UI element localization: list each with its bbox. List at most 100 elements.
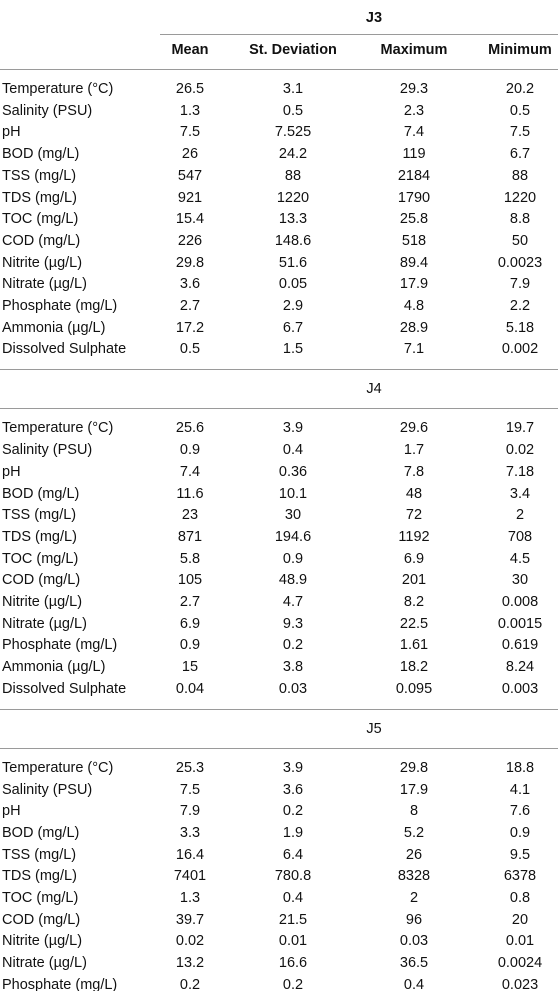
cell-value: 0.8	[509, 889, 531, 906]
cell-value: 2.7	[179, 593, 201, 610]
cell-value: 0.03	[399, 933, 429, 950]
row-label: TDS (mg/L)	[2, 528, 77, 545]
cell-value: 1790	[397, 189, 431, 206]
row-label: Nitrite (µg/L)	[2, 593, 83, 610]
cell-value: 0.003	[501, 680, 539, 697]
cell-value: 708	[507, 528, 533, 545]
cell-value: 15.4	[175, 210, 205, 227]
cell-value: 16.4	[175, 846, 205, 863]
cell-value: 0.5	[179, 341, 201, 358]
cell-value: 0.002	[501, 341, 539, 358]
cell-value: 0.2	[179, 976, 201, 991]
cell-value: 547	[177, 167, 203, 184]
cell-value: 11.6	[176, 485, 204, 502]
cell-value: 1192	[398, 528, 430, 545]
cell-value: 7.18	[505, 463, 535, 480]
cell-value: 20	[511, 911, 529, 928]
cell-value: 25.3	[175, 759, 205, 776]
rule	[0, 708, 558, 710]
cell-value: 0.9	[179, 441, 201, 458]
cell-value: 26	[405, 846, 423, 863]
cell-value: 2.9	[282, 297, 304, 314]
cell-value: 7401	[173, 868, 207, 885]
cell-value: 0.9	[509, 824, 531, 841]
row-label: Temperature (°C)	[2, 759, 114, 776]
row-label: Phosphate (mg/L)	[2, 976, 118, 991]
cell-value: 0.008	[501, 593, 539, 610]
cell-value: 0.5	[509, 102, 531, 119]
cell-value: 29.8	[175, 254, 205, 271]
cell-value: 7.6	[509, 802, 531, 819]
row-label: BOD (mg/L)	[2, 824, 80, 841]
cell-value: 88	[511, 167, 529, 184]
row-label: Dissolved Sulphate	[2, 680, 127, 697]
row-label: TSS (mg/L)	[2, 506, 77, 523]
row-label: pH	[2, 802, 21, 819]
cell-value: 0.4	[282, 441, 304, 458]
cell-value: 9.5	[509, 846, 531, 863]
cell-value: 4.7	[282, 593, 304, 610]
cell-value: 4.1	[509, 781, 531, 798]
cell-value: 3.9	[282, 420, 304, 437]
cell-value: 8.2	[403, 593, 425, 610]
cell-value: 28.9	[399, 319, 429, 336]
cell-value: 105	[177, 572, 203, 589]
cell-value: 2	[515, 506, 525, 523]
rule	[0, 369, 558, 371]
row-label: Nitrite (µg/L)	[2, 254, 83, 271]
cell-value: 194.6	[274, 528, 312, 545]
cell-value: 0.02	[175, 933, 205, 950]
cell-value: 17.9	[399, 276, 429, 293]
row-label: Dissolved Sulphate	[2, 341, 127, 358]
cell-value: 6378	[503, 868, 537, 885]
cell-value: 29.8	[399, 759, 429, 776]
row-label: Temperature (°C)	[2, 420, 114, 437]
cell-value: 6.9	[403, 550, 425, 567]
rule	[0, 747, 558, 749]
cell-value: 23	[181, 506, 199, 523]
cell-value: 921	[177, 189, 203, 206]
cell-value: 1.3	[179, 889, 201, 906]
cell-value: 0.36	[278, 463, 308, 480]
cell-value: 4.8	[403, 297, 425, 314]
row-label: Salinity (PSU)	[2, 441, 93, 458]
row-label: BOD (mg/L)	[2, 145, 80, 162]
cell-value: 2.3	[403, 102, 425, 119]
row-label: Nitrate (µg/L)	[2, 954, 87, 971]
column-header: St. Deviation	[249, 41, 337, 58]
cell-value: 6.7	[282, 319, 304, 336]
cell-value: 51.6	[278, 254, 308, 271]
row-label: Phosphate (mg/L)	[2, 637, 118, 654]
cell-value: 0.4	[403, 976, 425, 991]
cell-value: 17.2	[175, 319, 205, 336]
cell-value: 25.6	[175, 420, 205, 437]
cell-value: 0.01	[505, 933, 535, 950]
cell-value: 29.6	[399, 420, 429, 437]
cell-value: 2184	[397, 167, 431, 184]
cell-value: 48	[405, 485, 423, 502]
section-title: J4	[366, 381, 382, 398]
cell-value: 29.3	[399, 80, 429, 97]
cell-value: 0.0023	[497, 254, 543, 271]
cell-value: 0.9	[179, 637, 201, 654]
cell-value: 3.3	[179, 824, 201, 841]
cell-value: 7.9	[509, 276, 531, 293]
cell-value: 119	[402, 145, 426, 162]
cell-value: 6.7	[509, 145, 531, 162]
row-label: Salinity (PSU)	[2, 102, 93, 119]
cell-value: 7.1	[403, 341, 425, 358]
cell-value: 6.4	[282, 846, 304, 863]
cell-value: 518	[401, 232, 427, 249]
cell-value: 6.9	[179, 615, 201, 632]
cell-value: 0.05	[278, 276, 308, 293]
cell-value: 2	[409, 889, 419, 906]
cell-value: 16.6	[278, 954, 308, 971]
column-header: Minimum	[488, 41, 552, 58]
cell-value: 26.5	[175, 80, 205, 97]
cell-value: 8	[409, 802, 419, 819]
cell-value: 50	[511, 232, 529, 249]
cell-value: 871	[177, 528, 203, 545]
cell-value: 2.7	[179, 297, 201, 314]
cell-value: 3.4	[509, 485, 531, 502]
row-label: Phosphate (mg/L)	[2, 297, 118, 314]
